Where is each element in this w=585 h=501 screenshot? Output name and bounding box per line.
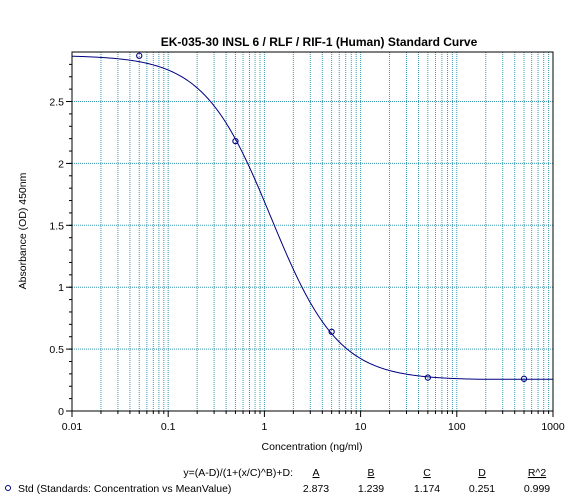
legend: y=(A-D)/(1+(x/C)^B)+D: A B C D R^2 Std (Stan… [5, 467, 550, 495]
fit-parameter-value: 2.873 [303, 483, 329, 495]
y-tick-label: 0.5 [49, 344, 64, 356]
x-axis-label: Concentration (ng/ml) [262, 441, 363, 453]
x-axis-ticks: 0.01 0.1 1 10 100 1000 [62, 411, 565, 433]
x-tick-label: 0.01 [62, 421, 83, 433]
y-tick-label: 1.5 [49, 220, 64, 232]
data-points [136, 52, 528, 382]
fit-parameter-headers: A B C D R^2 [312, 467, 546, 479]
data-point [424, 374, 431, 381]
fit-parameter-header: B [367, 467, 374, 479]
y-tick-label: 0 [58, 406, 64, 418]
fit-parameter-header: A [312, 467, 319, 479]
data-point [232, 137, 239, 145]
fit-parameter-header: D [478, 467, 486, 479]
data-point [136, 52, 143, 59]
fit-parameter-value: 1.239 [358, 483, 384, 495]
fit-equation: y=(A-D)/(1+(x/C)^B)+D: [183, 467, 293, 479]
y-tick-label: 2 [58, 158, 64, 170]
x-tick-label: 100 [448, 421, 466, 433]
x-tick-label: 0.1 [161, 421, 176, 433]
x-tick-label: 1 [261, 421, 267, 433]
x-tick-label: 10 [355, 421, 367, 433]
legend-marker-icon [5, 485, 11, 491]
fit-parameter-value: 0.999 [524, 483, 550, 495]
legend-series-name: Std (Standards: Concentration vs MeanVal… [18, 483, 231, 495]
grid-lines [72, 52, 553, 411]
data-point [520, 375, 528, 382]
fit-parameter-value: 0.251 [469, 483, 495, 495]
y-tick-label: 1 [58, 282, 64, 294]
fit-parameter-values: 2.873 1.239 1.174 0.251 0.999 [303, 483, 550, 495]
fit-parameter-header: R^2 [528, 467, 547, 479]
fit-curve-line [71, 55, 553, 380]
fit-parameter-value: 1.174 [414, 483, 440, 495]
chart-title: EK-035-30 INSL 6 / RLF / RIF-1 (Human) S… [161, 35, 478, 49]
y-tick-label: 2.5 [49, 97, 64, 109]
plot-frame [71, 51, 554, 412]
y-axis-label: Absorbance (OD) 450nm [17, 172, 29, 289]
fit-curve [71, 55, 553, 380]
fit-parameter-header: C [423, 467, 431, 479]
data-point [328, 328, 335, 335]
x-tick-label: 1000 [541, 421, 565, 433]
y-axis-ticks: 0 0.5 1 1.5 2 2.5 [49, 63, 72, 418]
